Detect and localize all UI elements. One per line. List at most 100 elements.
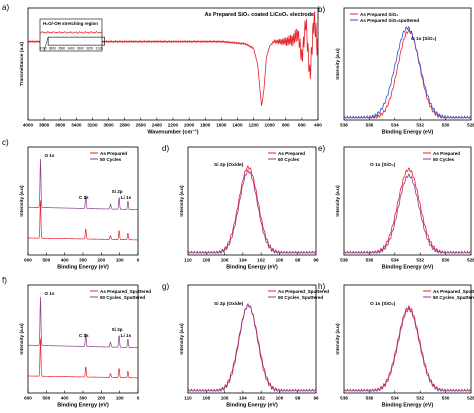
x-tick-label: 96 bbox=[313, 258, 319, 263]
y-axis-label: Transmittance (a.u) bbox=[19, 42, 25, 86]
x-tick-label: 400 bbox=[61, 396, 69, 401]
x-tick-label: 538 bbox=[340, 396, 348, 401]
x-tick-label: 530 bbox=[442, 396, 450, 401]
plot-frame bbox=[343, 7, 472, 121]
x-tick-label: 538 bbox=[340, 123, 348, 128]
legend-entry: 50 Cycles bbox=[100, 157, 122, 162]
series-line bbox=[27, 296, 139, 348]
y-axis-label: Intensity (a.u) bbox=[335, 185, 341, 217]
inset-tick-label: 3500 bbox=[58, 47, 65, 51]
x-tick-label: 534 bbox=[391, 396, 399, 401]
inset-tick-label: 3300 bbox=[77, 47, 84, 51]
x-tick-label: 110 bbox=[184, 258, 192, 263]
x-tick-label: 100 bbox=[276, 258, 284, 263]
x-tick-label: 106 bbox=[221, 258, 229, 263]
legend-entry: As Prepared SiO₂ bbox=[360, 12, 398, 17]
x-tick-label: 3000 bbox=[103, 123, 114, 128]
panel-a: 4000 3800 3600 3400 3200 3000 2800 2600 2400 2200… bbox=[19, 7, 322, 136]
x-tick-label: 1800 bbox=[200, 123, 211, 128]
plot-frame bbox=[187, 284, 317, 394]
x-axis-label: Binding Energy (eV) bbox=[382, 265, 434, 271]
x-tick-label: 532 bbox=[416, 123, 424, 128]
x-tick-label: 104 bbox=[239, 258, 247, 263]
x-tick-label: 3200 bbox=[87, 123, 98, 128]
x-tick-label: 532 bbox=[416, 258, 424, 263]
x-axis-label: Binding Energy (eV) bbox=[382, 130, 434, 136]
panel-b: 538 536 534 532 530 528 Binding Energy (eV) Int… bbox=[335, 7, 474, 136]
x-axis-label: Binding Energy (eV) bbox=[382, 403, 434, 409]
x-tick-label: 528 bbox=[467, 123, 474, 128]
x-tick-label: 400 bbox=[61, 258, 69, 263]
legend-entry: As Prepared_Sputtered bbox=[278, 289, 329, 294]
inset-tick-label: 3400 bbox=[67, 47, 74, 51]
x-tick-label: 534 bbox=[391, 123, 399, 128]
legend-entry: As Prepared bbox=[100, 151, 127, 156]
peak-annotation: Si 2p (Oxide) bbox=[214, 162, 244, 168]
series-line bbox=[343, 307, 472, 392]
panel-g: 110 108 106 104 102 100 98 96 Binding Energy (eV… bbox=[179, 284, 329, 409]
series-line bbox=[187, 169, 317, 254]
x-tick-label: 400 bbox=[314, 123, 322, 128]
x-tick-label: 3600 bbox=[55, 123, 66, 128]
x-tick-label: 0 bbox=[137, 258, 140, 263]
inset-frame bbox=[39, 18, 103, 52]
x-tick-label: 102 bbox=[257, 396, 265, 401]
inset-line bbox=[39, 30, 103, 34]
x-tick-label: 4000 bbox=[23, 123, 34, 128]
x-tick-label: 3800 bbox=[39, 123, 50, 128]
legend-entry: 50 Cycles_Sputtered bbox=[100, 295, 145, 300]
legend-entry: 50 Cycles bbox=[278, 157, 300, 162]
x-tick-label: 300 bbox=[79, 396, 87, 401]
x-tick-label: 1200 bbox=[248, 123, 259, 128]
peak-annotation: O 1s (SiO₂) bbox=[370, 162, 396, 168]
legend-entry: As Prepared bbox=[278, 151, 305, 156]
x-axis-label: Wavenumber (cm⁻¹) bbox=[147, 130, 198, 136]
x-tick-label: 200 bbox=[97, 396, 105, 401]
x-tick-label: 0 bbox=[137, 396, 140, 401]
plot-frame bbox=[343, 284, 472, 394]
peak-annotation: O 1s (SiO₂) bbox=[411, 36, 437, 42]
y-axis-label: Intensity (a.u) bbox=[19, 323, 25, 355]
legend-entry: 50 Cycles_Sputtered bbox=[278, 295, 323, 300]
peak-label: C 1s bbox=[79, 195, 89, 200]
x-tick-label: 1000 bbox=[265, 123, 276, 128]
panel-label-b: b) bbox=[318, 5, 325, 14]
x-tick-label: 104 bbox=[239, 396, 247, 401]
panel-h: 538 536 534 532 530 528 Binding Energy (eV) Int… bbox=[335, 284, 474, 409]
peak-label: Si 2p bbox=[112, 189, 123, 194]
legend-entry: As Prepared_Sputtered bbox=[433, 289, 474, 294]
x-tick-label: 2800 bbox=[120, 123, 131, 128]
series-line bbox=[343, 29, 472, 119]
x-tick-label: 106 bbox=[221, 396, 229, 401]
x-tick-label: 96 bbox=[313, 396, 319, 401]
series-line bbox=[187, 303, 317, 392]
x-tick-label: 530 bbox=[442, 123, 450, 128]
legend-entry: As Prepared SiO₂sputtered bbox=[360, 18, 419, 23]
inset-tick-label: 3100 bbox=[95, 47, 102, 51]
connector-line bbox=[43, 37, 49, 52]
x-tick-label: 600 bbox=[24, 258, 32, 263]
x-tick-label: 534 bbox=[391, 258, 399, 263]
y-axis-label: Intensity (a.u) bbox=[179, 323, 185, 355]
x-tick-label: 200 bbox=[97, 258, 105, 263]
x-tick-label: 108 bbox=[202, 396, 210, 401]
x-axis-label: Binding Energy (eV) bbox=[226, 265, 278, 271]
y-axis-label: Intensity (a.u) bbox=[179, 185, 185, 217]
peak-label: C 1s bbox=[79, 333, 89, 338]
x-tick-label: 3400 bbox=[71, 123, 82, 128]
x-axis-label: Binding Energy (eV) bbox=[226, 403, 278, 409]
x-tick-label: 600 bbox=[24, 396, 32, 401]
y-axis-label: Intensity (a.u) bbox=[335, 48, 341, 80]
peak-label: Li 1s bbox=[121, 333, 132, 338]
x-tick-label: 1600 bbox=[216, 123, 227, 128]
panel-label-g: g) bbox=[162, 282, 169, 291]
x-tick-label: 1400 bbox=[232, 123, 243, 128]
series-line bbox=[343, 173, 472, 254]
y-axis-label: Intensity (a.u) bbox=[335, 323, 341, 355]
inset-tick-label: 3600 bbox=[49, 47, 56, 51]
peak-annotation: O 1s (SiO₂) bbox=[370, 301, 396, 307]
panel-label-c: c) bbox=[2, 138, 9, 147]
x-tick-label: 2400 bbox=[152, 123, 163, 128]
x-axis-label: Binding Energy (eV) bbox=[57, 265, 109, 271]
